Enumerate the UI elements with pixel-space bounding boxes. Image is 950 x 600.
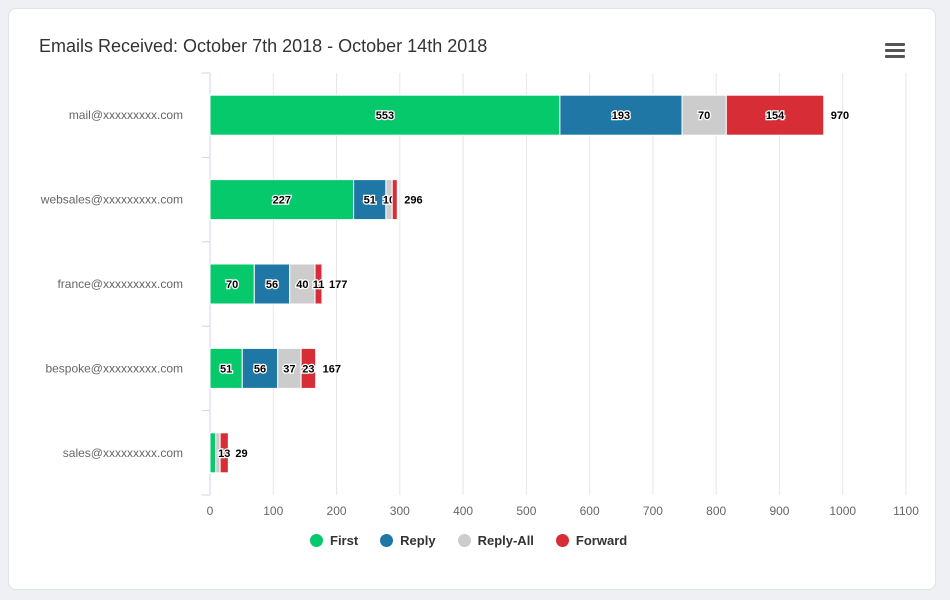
x-tick-label: 1100 (893, 504, 919, 518)
y-category-label: france@xxxxxxxxx.com (57, 277, 183, 291)
total-label: 167 (323, 363, 341, 375)
bar-segment-reply[interactable] (559, 94, 683, 136)
data-label: 11 (313, 279, 325, 291)
y-category-label: mail@xxxxxxxxx.com (69, 108, 183, 122)
chart-legend: First Reply Reply-All Forward (310, 533, 627, 548)
data-label: 56 (254, 363, 266, 375)
x-tick-label: 0 (207, 504, 214, 518)
data-label: 51 (364, 195, 376, 207)
data-label: 154 (766, 110, 785, 122)
total-label: 296 (404, 195, 422, 207)
x-tick-label: 600 (580, 504, 600, 518)
chart-title: Emails Received: October 7th 2018 - Octo… (39, 36, 488, 56)
data-label: 553 (376, 110, 394, 122)
data-label: 37 (283, 363, 295, 375)
x-tick-label: 100 (263, 504, 283, 518)
total-label: 177 (329, 279, 347, 291)
total-label: 970 (831, 110, 849, 122)
data-label: 227 (273, 195, 291, 207)
total-label: 29 (235, 448, 247, 460)
bar-segment-forward[interactable] (219, 432, 229, 474)
x-tick-label: 300 (390, 504, 410, 518)
bar-segment-reply[interactable] (241, 347, 279, 389)
bar-segment-forward[interactable] (314, 263, 323, 305)
bar-segment-first[interactable] (209, 432, 217, 474)
bar-segment-forward[interactable] (391, 179, 398, 221)
legend-label: Forward (575, 533, 628, 548)
legend-label: Reply-All (477, 533, 534, 548)
legend-item-forward[interactable]: Forward (555, 533, 628, 548)
x-tick-label: 900 (769, 504, 789, 518)
legend-dot-icon (380, 534, 394, 547)
x-tick-label: 500 (516, 504, 536, 518)
data-label: 56 (266, 279, 278, 291)
data-label: 70 (698, 110, 710, 122)
x-tick-label: 700 (643, 504, 663, 518)
data-label: 51 (220, 363, 232, 375)
x-tick-label: 1000 (829, 504, 856, 518)
y-category-label: bespoke@xxxxxxxxx.com (45, 361, 183, 375)
data-label: 13 (218, 448, 230, 460)
legend-item-reply[interactable]: Reply (380, 533, 436, 548)
y-category-label: sales@xxxxxxxxx.com (63, 446, 183, 460)
legend-dot-icon (457, 534, 471, 547)
data-label: 23 (302, 363, 314, 375)
y-category-label: websales@xxxxxxxxx.com (40, 193, 183, 207)
legend-label: Reply (400, 533, 436, 548)
x-tick-label: 800 (706, 504, 726, 518)
data-label: 193 (612, 110, 630, 122)
bar-segment-reply[interactable] (353, 179, 387, 221)
x-tick-label: 200 (327, 504, 347, 518)
bar-segment-forward[interactable] (300, 347, 317, 389)
bar-segment-forward[interactable] (725, 94, 825, 136)
bar-segment-reply-all[interactable] (289, 263, 316, 305)
legend-dot-icon (555, 534, 569, 547)
legend-dot-icon (310, 534, 323, 547)
data-label: 40 (296, 279, 308, 291)
bar-segment-reply-all[interactable] (681, 94, 727, 136)
x-tick-label: 400 (453, 504, 473, 518)
bar-segment-first[interactable] (209, 94, 561, 136)
legend-label: First (330, 533, 359, 548)
hamburger-menu-icon[interactable] (885, 43, 905, 59)
bar-segment-first[interactable] (209, 263, 255, 305)
legend-item-first[interactable]: First (310, 533, 358, 548)
bar-segment-first[interactable] (209, 347, 243, 389)
data-label: 70 (226, 279, 238, 291)
legend-item-reply-all[interactable]: Reply-All (457, 533, 534, 548)
